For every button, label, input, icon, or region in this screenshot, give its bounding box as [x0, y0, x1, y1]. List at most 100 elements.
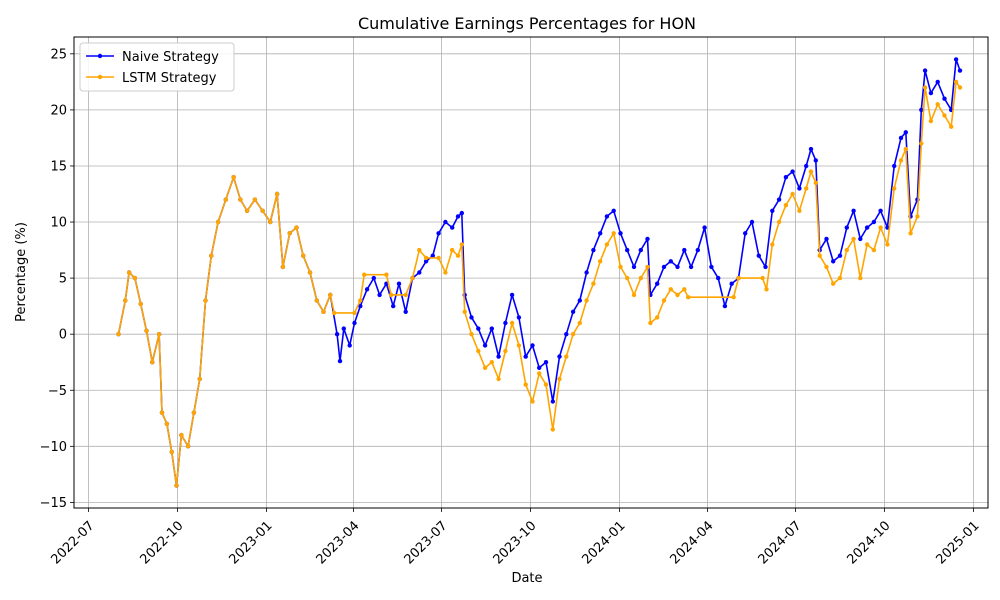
data-point	[384, 272, 389, 277]
data-point	[625, 247, 630, 253]
data-point	[851, 236, 856, 242]
data-point	[396, 281, 402, 286]
data-point	[949, 124, 954, 129]
data-point	[252, 197, 258, 202]
data-point	[169, 449, 174, 455]
data-point	[864, 225, 870, 230]
data-point	[543, 360, 549, 365]
data-point	[260, 208, 265, 213]
data-point	[197, 376, 202, 382]
data-point	[564, 332, 569, 337]
data-point	[496, 376, 501, 382]
data-point	[377, 292, 382, 298]
data-point	[618, 264, 623, 270]
legend-label-naive: Naive Strategy	[122, 50, 219, 65]
data-point	[783, 175, 789, 180]
data-point	[577, 320, 582, 326]
data-point	[358, 298, 363, 303]
data-point	[584, 270, 589, 275]
data-point	[126, 270, 132, 275]
data-point	[790, 191, 795, 197]
data-point	[957, 68, 963, 73]
data-point	[334, 332, 340, 337]
data-point	[156, 332, 162, 337]
data-point	[509, 292, 515, 298]
data-point	[661, 264, 667, 270]
data-point	[231, 175, 236, 180]
data-point	[743, 231, 748, 236]
data-point	[523, 354, 528, 359]
data-point	[655, 281, 660, 286]
data-point	[436, 255, 441, 261]
data-point	[423, 259, 429, 264]
data-point	[543, 382, 549, 387]
data-point	[185, 444, 191, 449]
data-point	[736, 275, 741, 281]
data-point	[928, 118, 934, 124]
data-point	[509, 320, 515, 326]
data-point	[935, 102, 940, 107]
data-point	[274, 191, 280, 197]
data-point	[294, 225, 299, 230]
data-point	[935, 79, 940, 85]
data-point	[123, 298, 128, 303]
legend-item-naive: Naive Strategy	[86, 50, 219, 65]
data-point	[116, 332, 121, 337]
series-1	[116, 79, 963, 488]
data-point	[776, 219, 782, 225]
data-point	[443, 270, 448, 275]
data-point	[482, 365, 488, 370]
data-point	[764, 287, 769, 292]
data-point	[631, 264, 637, 270]
data-point	[851, 208, 856, 213]
data-point	[268, 219, 273, 225]
chart-title: Cumulative Earnings Percentages for HON	[358, 14, 696, 33]
data-point	[655, 315, 660, 320]
data-point	[403, 309, 408, 314]
data-point	[638, 247, 643, 253]
data-point	[476, 348, 481, 354]
data-point	[238, 197, 243, 202]
data-point	[280, 264, 286, 270]
data-point	[450, 225, 455, 230]
data-point	[332, 310, 337, 316]
data-point	[625, 275, 630, 281]
data-point	[813, 158, 818, 163]
data-point	[878, 225, 883, 230]
data-point	[598, 259, 603, 264]
data-point	[496, 354, 501, 359]
data-point	[922, 68, 928, 73]
data-point	[844, 225, 849, 230]
x-axis-label: Date	[511, 571, 542, 586]
data-point	[598, 231, 603, 236]
data-point	[371, 275, 376, 281]
data-point	[604, 242, 610, 247]
data-point	[423, 255, 429, 261]
data-point	[903, 146, 908, 152]
data-point	[591, 247, 596, 253]
data-point	[203, 298, 208, 303]
data-point	[682, 287, 687, 292]
data-point	[469, 315, 474, 320]
data-point	[209, 253, 214, 258]
data-point	[516, 343, 522, 348]
y-tick-label: 5	[59, 272, 67, 287]
data-point	[682, 247, 687, 253]
legend-box	[79, 42, 235, 92]
data-point	[871, 219, 877, 225]
data-point	[756, 253, 761, 258]
data-point	[410, 275, 415, 281]
data-point	[898, 158, 904, 163]
data-point	[885, 225, 890, 230]
data-point	[813, 180, 818, 185]
data-point	[668, 259, 673, 264]
data-point	[645, 236, 650, 242]
data-point	[537, 371, 542, 376]
data-point	[797, 186, 802, 191]
data-point	[459, 210, 464, 216]
data-point	[804, 163, 809, 169]
data-point	[919, 107, 924, 113]
data-point	[570, 332, 576, 337]
data-point	[915, 214, 920, 219]
data-point	[942, 113, 947, 118]
